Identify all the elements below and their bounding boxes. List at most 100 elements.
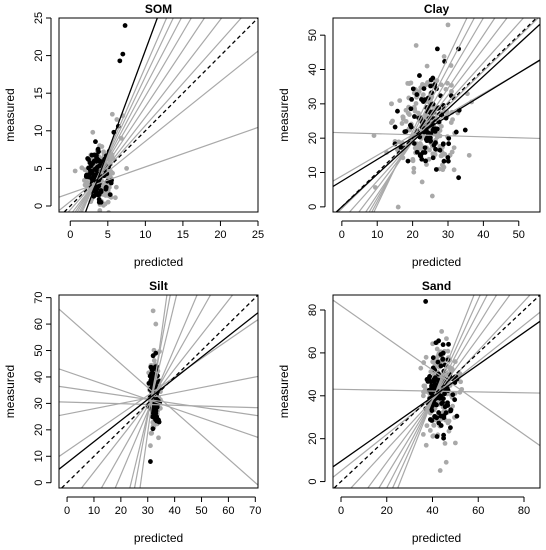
black-point <box>436 410 442 415</box>
black-point <box>452 397 458 403</box>
gray-point <box>411 169 417 175</box>
black-point <box>429 385 435 391</box>
gray-point <box>411 165 417 171</box>
fit-line <box>84 18 158 212</box>
panel-sand: 0 20 40 60 80 0 20 40 60 80 Sand predicted measured <box>277 279 541 545</box>
identity-line <box>336 18 537 212</box>
gray-point <box>150 308 156 314</box>
black-point <box>414 92 420 97</box>
gray-line <box>333 131 540 140</box>
gray-point <box>105 199 111 205</box>
x-tick-label: 15 <box>177 229 189 241</box>
gray-line <box>365 18 496 212</box>
gray-point <box>413 101 419 106</box>
black-point <box>395 108 400 114</box>
black-point <box>442 404 448 410</box>
black-point <box>434 126 440 132</box>
panel-title: Sand <box>422 279 451 293</box>
black-point <box>407 122 413 128</box>
x-tick-label: 0 <box>67 229 73 241</box>
black-point <box>440 400 446 406</box>
black-point <box>423 158 429 164</box>
gray-point <box>429 193 435 199</box>
y-tick-label: 20 <box>33 424 45 436</box>
black-point <box>93 192 98 197</box>
y-axis-title: measured <box>3 88 17 141</box>
gray-point <box>444 336 449 342</box>
gray-point <box>439 329 445 334</box>
gray-point <box>466 152 472 158</box>
black-point <box>414 149 420 155</box>
gray-point <box>412 108 418 114</box>
black-point <box>448 425 453 431</box>
x-axis-title: predicted <box>134 531 183 545</box>
black-point <box>430 75 436 81</box>
black-point <box>411 141 417 146</box>
black-point <box>442 391 447 397</box>
black-point <box>150 426 156 432</box>
x-tick-label: 0 <box>338 505 344 517</box>
black-point <box>440 141 446 147</box>
gray-point <box>90 129 96 135</box>
panel-title: Silt <box>149 279 168 293</box>
gray-point <box>431 422 437 428</box>
panel-title: SOM <box>145 2 172 16</box>
gray-line <box>139 295 168 488</box>
black-point <box>410 86 416 92</box>
gray-point <box>427 147 432 153</box>
gray-point <box>413 43 419 48</box>
gray-point <box>427 428 433 433</box>
x-tick-label: 25 <box>252 229 264 241</box>
plot-area <box>333 295 540 488</box>
black-point <box>419 97 424 102</box>
black-point <box>418 153 424 159</box>
y-tick-label: 40 <box>307 390 319 402</box>
x-tick-label: 40 <box>169 505 181 517</box>
black-point <box>96 192 102 197</box>
black-point <box>96 158 102 164</box>
gray-point <box>97 208 103 212</box>
black-point <box>443 410 449 416</box>
black-point <box>422 145 428 151</box>
x-tick-label: 60 <box>472 505 484 517</box>
black-point <box>117 58 123 64</box>
y-tick-label: 20 <box>307 433 319 445</box>
gray-point <box>440 167 446 173</box>
panel-frame <box>332 17 541 213</box>
panel-clay: 0 10 20 30 40 50 0 10 20 30 40 50 Clay predicted measu… <box>277 2 541 269</box>
black-point <box>445 155 451 160</box>
gray-line <box>59 50 258 211</box>
black-point <box>409 97 415 102</box>
black-point <box>93 139 98 145</box>
black-point <box>96 199 102 205</box>
y-axis-title: measured <box>277 88 291 141</box>
black-point <box>108 180 114 186</box>
gray-line <box>59 385 258 417</box>
black-point <box>86 171 92 177</box>
black-point <box>86 165 91 171</box>
panel-frame <box>58 17 259 213</box>
black-point <box>103 186 109 192</box>
y-tick-label: 0 <box>307 479 319 485</box>
gray-point <box>425 80 430 85</box>
black-point <box>150 371 156 377</box>
y-axis-title: measured <box>277 365 291 418</box>
y-tick-label: 20 <box>33 49 45 61</box>
black-point <box>441 432 447 438</box>
gray-point <box>403 107 409 113</box>
x-axis-title: predicted <box>134 255 183 269</box>
black-point <box>434 434 440 439</box>
gray-point <box>106 210 111 212</box>
gray-line <box>349 18 524 212</box>
black-point <box>417 73 422 78</box>
gray-point <box>451 167 457 173</box>
gray-point <box>390 118 395 124</box>
panel-frame <box>58 294 259 489</box>
y-tick-label: 40 <box>33 371 45 383</box>
gray-point <box>421 383 427 389</box>
fit-line <box>333 320 540 468</box>
gray-point <box>423 354 429 360</box>
x-tick-label: 0 <box>339 229 345 241</box>
black-point <box>432 375 438 381</box>
y-tick-label: 0 <box>33 203 45 209</box>
